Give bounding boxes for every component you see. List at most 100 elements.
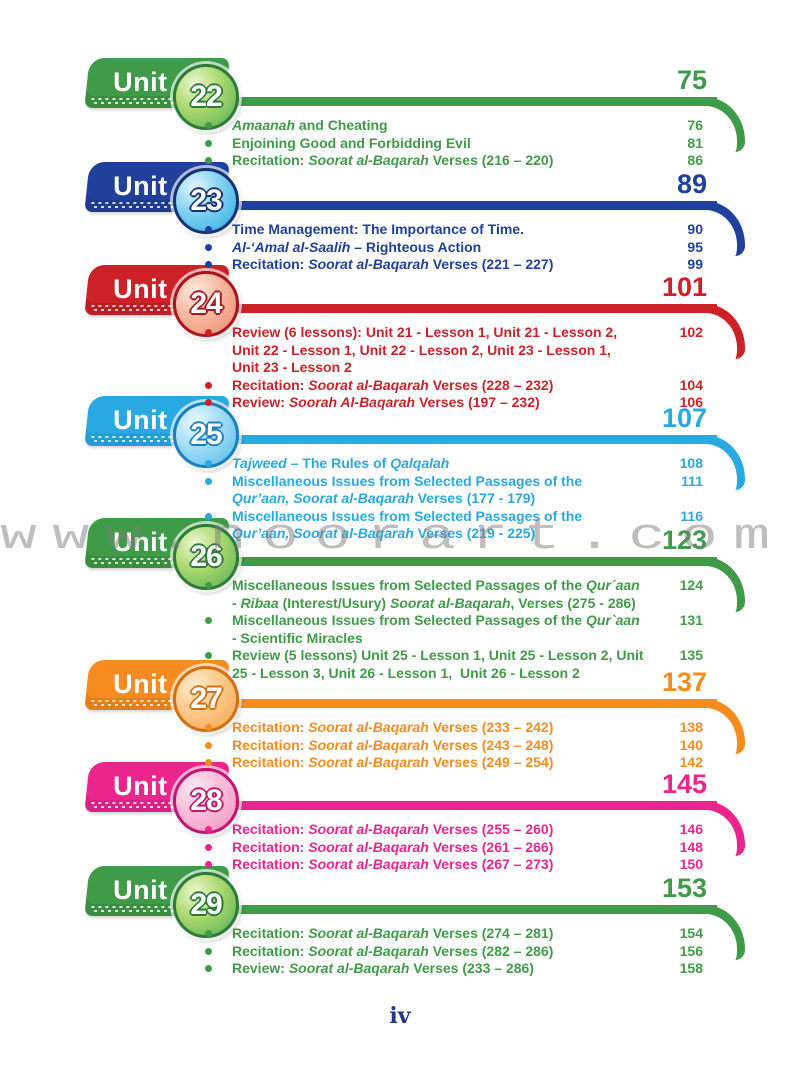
unit-items: Recitation: Soorat al-Baqarah Verses (25… (85, 821, 703, 874)
bullet-icon (205, 582, 212, 589)
footer-page-number: iv (389, 1003, 411, 1029)
unit-number: 27 (190, 682, 222, 715)
bullet-icon (205, 261, 212, 269)
toc-item-page-number: 138 (679, 719, 703, 735)
unit-rule-hook (697, 97, 745, 152)
unit-number: 26 (190, 540, 222, 573)
unit-page-number: 75 (676, 65, 707, 95)
unit-number: 24 (190, 287, 222, 320)
toc-item-page-number: 148 (679, 838, 703, 855)
toc-item-page-number: 90 (687, 221, 703, 237)
unit-page-number: 137 (661, 667, 707, 697)
toc-item-title: Recitation: Soorat al-Baqarah Verses (22… (232, 256, 554, 273)
bullet-icon (205, 947, 212, 955)
bullet-icon (205, 243, 212, 251)
unit-section: Unit 75 22 Amaanah and Cheating 76 Enjoini… (84, 58, 745, 168)
unit-rule-bar (203, 97, 717, 106)
toc-item-title: Time Management: The Importance of Time. (232, 221, 524, 237)
bullet-icon (205, 724, 212, 731)
toc-item: Review (6 lessons): Unit 21 - Lesson 1, … (85, 324, 703, 377)
unit-number-badge: 23 (173, 168, 239, 234)
unit-page-number: 107 (661, 403, 707, 433)
unit-rule-bar (203, 435, 717, 444)
toc-item-title: Recitation: Soorat al-Baqarah Verses (24… (232, 754, 554, 771)
toc-item-title: Recitation: Soorat al-Baqarah Verses (27… (232, 925, 554, 941)
toc-item-title: Enjoining Good and Forbidding Evil (232, 134, 471, 151)
toc-item: Recitation: Soorat al-Baqarah Verses (26… (85, 839, 703, 857)
unit-items: Tajweed – The Rules of Qalqalah 108 Miscel… (85, 455, 703, 543)
unit-page-number: 123 (661, 525, 707, 555)
toc-item: Recitation: Soorat al-Baqarah Verses (24… (85, 737, 703, 755)
unit-rule-hook (697, 905, 745, 960)
toc-item-title: Al-‘Amal al-Saalih – Righteous Action (232, 238, 482, 255)
toc-item-page-number: 76 (687, 117, 703, 133)
unit-items: Miscellaneous Issues from Selected Passa… (85, 577, 703, 683)
toc-item-title: Tajweed – The Rules of Qalqalah (232, 455, 450, 471)
bullet-icon (205, 741, 212, 749)
toc-item-title: Review (6 lessons): Unit 21 - Lesson 1, … (232, 324, 618, 376)
toc-item: Review: Soorat al-Baqarah Verses (233 – … (85, 960, 703, 978)
bullet-icon (205, 617, 212, 625)
unit-number: 28 (190, 784, 222, 817)
toc-item-title: Review: Soorat al-Baqarah Verses (233 – … (232, 960, 534, 977)
toc-item-page-number: 124 (679, 577, 703, 593)
toc-item: Time Management: The Importance of Time.… (85, 221, 703, 239)
toc-item-title: Miscellaneous Issues from Selected Passa… (232, 612, 640, 646)
bullet-icon (205, 826, 212, 833)
toc-item: Tajweed – The Rules of Qalqalah 108 (85, 455, 703, 473)
toc-item-title: Recitation: Soorat al-Baqarah Verses (25… (232, 821, 554, 837)
toc-item-page-number: 108 (679, 455, 703, 471)
unit-page-number: 89 (676, 169, 707, 199)
toc-item-title: Recitation: Soorat al-Baqarah Verses (21… (232, 152, 554, 169)
toc-item: Enjoining Good and Forbidding Evil 81 (85, 135, 703, 153)
unit-rule-hook (697, 801, 745, 856)
bullet-icon (205, 861, 212, 869)
toc-item-page-number: 158 (679, 960, 703, 977)
bullet-icon (205, 477, 212, 485)
toc-item-page-number: 135 (679, 647, 703, 664)
toc-item-page-number: 140 (679, 736, 703, 753)
toc-item-title: Recitation: Soorat al-Baqarah Verses (23… (232, 719, 554, 735)
unit-number-badge: 25 (173, 402, 239, 468)
unit-section: Unit 153 29 Recitation: Soorat al-Baqara… (84, 866, 745, 976)
toc-item: Miscellaneous Issues from Selected Passa… (85, 577, 703, 612)
bullet-icon (205, 122, 212, 129)
toc-item-page-number: 154 (679, 925, 703, 941)
toc-item: Recitation: Soorat al-Baqarah Verses (22… (85, 377, 703, 395)
toc-item-page-number: 102 (679, 324, 703, 340)
toc-item: Recitation: Soorat al-Baqarah Verses (27… (85, 925, 703, 943)
toc-item-page-number: 104 (679, 376, 703, 393)
bullet-icon (205, 157, 212, 165)
toc-item-page-number: 111 (681, 472, 703, 489)
toc-item-page-number: 131 (679, 612, 703, 629)
toc-item-title: Review: Soorah Al-Baqarah Verses (197 – … (232, 394, 540, 411)
unit-items: Amaanah and Cheating 76 Enjoining Good and… (85, 117, 703, 170)
unit-rule-bar (203, 699, 717, 708)
bullet-icon (205, 843, 212, 851)
bullet-icon (205, 460, 212, 467)
toc-item: Miscellaneous Issues from Selected Passa… (85, 508, 703, 543)
bullet-icon (205, 759, 212, 767)
toc-item-title: Recitation: Soorat al-Baqarah Verses (26… (232, 838, 554, 855)
unit-section: Unit 107 25 Tajweed – The Rules of Qalqa… (84, 396, 745, 541)
unit-items: Review (6 lessons): Unit 21 - Lesson 1, … (85, 324, 703, 412)
bullet-icon (205, 965, 212, 973)
toc-item: Recitation: Soorat al-Baqarah Verses (28… (85, 943, 703, 961)
bullet-icon (205, 329, 212, 336)
toc-item-page-number: 99 (687, 256, 703, 273)
bullet-icon (205, 381, 212, 389)
unit-rule-bar (203, 201, 717, 210)
bullet-icon (205, 512, 212, 520)
toc-item: Recitation: Soorat al-Baqarah Verses (25… (85, 821, 703, 839)
bullet-icon (205, 226, 212, 233)
toc-item: Recitation: Soorat al-Baqarah Verses (24… (85, 754, 703, 772)
toc-item-page-number: 106 (679, 394, 703, 411)
unit-rule-bar (203, 905, 717, 914)
unit-number: 22 (190, 80, 222, 113)
bullet-icon (205, 399, 212, 407)
toc-item: Miscellaneous Issues from Selected Passa… (85, 612, 703, 647)
toc-item-page-number: 81 (687, 134, 703, 151)
toc-item-page-number: 146 (679, 821, 703, 837)
toc-item-title: Recitation: Soorat al-Baqarah Verses (24… (232, 736, 554, 753)
